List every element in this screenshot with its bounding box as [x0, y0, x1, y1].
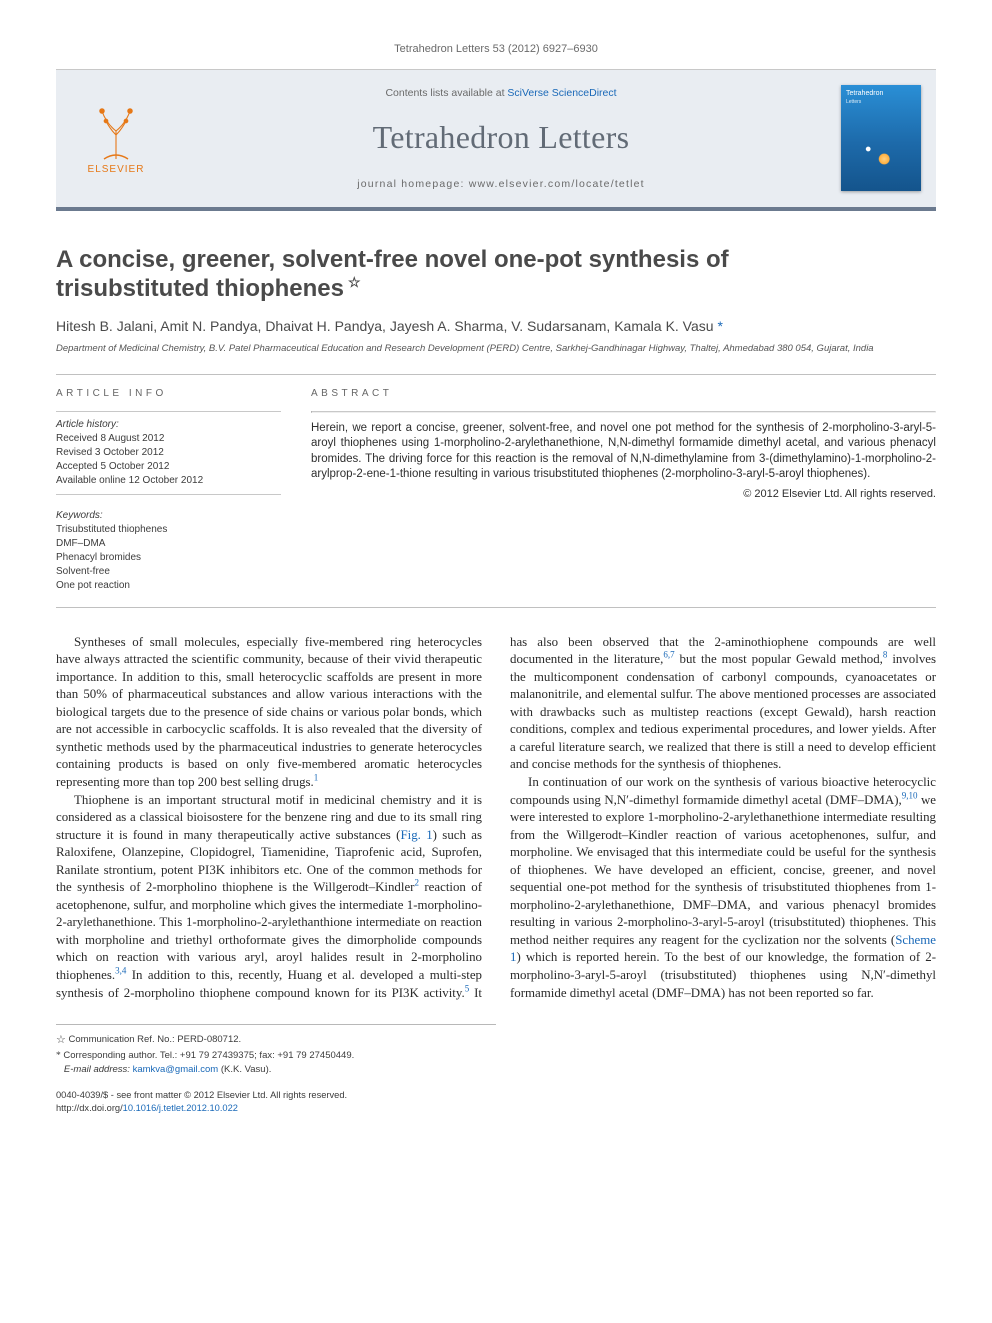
footnote-email: E-mail address: kamkva@gmail.com (K.K. V… [56, 1063, 496, 1077]
ref-link-3-4[interactable]: 3,4 [115, 966, 126, 976]
journal-name: Tetrahedron Letters [373, 116, 630, 159]
abstract-head: ABSTRACT [311, 387, 936, 401]
contents-prefix: Contents lists available at [385, 87, 507, 99]
publisher-logo-block: ELSEVIER [56, 70, 176, 207]
footnote-communication: ☆ Communication Ref. No.: PERD-080712. [56, 1032, 496, 1049]
ref-link-6-7[interactable]: 6,7 [663, 650, 674, 660]
corresponding-author-link[interactable]: * [717, 318, 722, 334]
abstract-column: ABSTRACT Herein, we report a concise, gr… [311, 383, 936, 593]
abstract-copyright: © 2012 Elsevier Ltd. All rights reserved… [311, 487, 936, 502]
asterisk-icon: * [56, 1051, 61, 1061]
body-paragraph-3: In continuation of our work on the synth… [510, 774, 936, 1002]
author-list: Hitesh B. Jalani, Amit N. Pandya, Dhaiva… [56, 318, 717, 334]
info-divider-1 [56, 411, 281, 412]
homepage-url: www.elsevier.com/locate/tetlet [469, 178, 645, 190]
title-line-2: trisubstituted thiophenes [56, 275, 344, 302]
doi-link[interactable]: 10.1016/j.tetlet.2012.10.022 [123, 1103, 238, 1113]
body-two-columns: Syntheses of small molecules, especially… [56, 634, 936, 1002]
cover-title: Tetrahedron [841, 85, 921, 98]
keyword-1: Trisubstituted thiophenes [56, 523, 281, 537]
article-title: A concise, greener, solvent-free novel o… [56, 245, 936, 304]
ref-link-9-10[interactable]: 9,10 [902, 790, 918, 800]
history-revised: Revised 3 October 2012 [56, 446, 281, 460]
header-band: ELSEVIER Contents lists available at Sci… [56, 69, 936, 211]
front-matter-line: 0040-4039/$ - see front matter © 2012 El… [56, 1089, 347, 1102]
title-footnote-symbol: ☆ [348, 274, 361, 290]
keyword-2: DMF–DMA [56, 537, 281, 551]
history-received: Received 8 August 2012 [56, 432, 281, 446]
keyword-4: Solvent-free [56, 565, 281, 579]
p3b: we were interested to explore 1-morpholi… [510, 793, 936, 947]
keyword-5: One pot reaction [56, 579, 281, 593]
history-accepted: Accepted 5 October 2012 [56, 460, 281, 474]
article-info-block: Article history: Received 8 August 2012 … [56, 411, 281, 593]
email-tail: (K.K. Vasu). [218, 1064, 271, 1075]
cover-graphic-icon [849, 137, 913, 177]
journal-cover-block: Tetrahedron Letters [826, 70, 936, 207]
doi-prefix: http://dx.doi.org/ [56, 1103, 123, 1113]
footnote-corresponding: * Corresponding author. Tel.: +91 79 274… [56, 1049, 496, 1063]
homepage-prefix: journal homepage: [357, 178, 469, 190]
sciencedirect-link[interactable]: SciVerse ScienceDirect [507, 87, 616, 99]
divider-body [56, 607, 936, 608]
article-info-head: ARTICLE INFO [56, 387, 281, 401]
info-abstract-row: ARTICLE INFO Article history: Received 8… [56, 383, 936, 593]
journal-homepage-line: journal homepage: www.elsevier.com/locat… [357, 177, 645, 191]
history-label: Article history: [56, 418, 281, 432]
footnotes-block: ☆ Communication Ref. No.: PERD-080712. *… [56, 1024, 496, 1077]
doi-line: http://dx.doi.org/10.1016/j.tetlet.2012.… [56, 1102, 347, 1115]
article-title-block: A concise, greener, solvent-free novel o… [56, 245, 936, 304]
cover-subtitle: Letters [841, 98, 921, 107]
ref-link-1[interactable]: 1 [314, 773, 319, 783]
history-online: Available online 12 October 2012 [56, 474, 281, 488]
fig1-link[interactable]: Fig. 1 [400, 828, 432, 842]
abstract-divider [311, 411, 936, 413]
footnote-comm-text: Communication Ref. No.: PERD-080712. [69, 1034, 242, 1045]
authors-line: Hitesh B. Jalani, Amit N. Pandya, Dhaiva… [56, 317, 936, 336]
article-info-column: ARTICLE INFO Article history: Received 8… [56, 383, 281, 593]
keywords-label: Keywords: [56, 509, 281, 523]
bottom-bar: 0040-4039/$ - see front matter © 2012 El… [56, 1089, 936, 1114]
p3c: ) which is reported herein. To the best … [510, 950, 936, 999]
citation-line: Tetrahedron Letters 53 (2012) 6927–6930 [56, 42, 936, 57]
journal-cover-icon: Tetrahedron Letters [841, 85, 921, 191]
divider-top [56, 374, 936, 375]
header-center: Contents lists available at SciVerse Sci… [176, 70, 826, 207]
p3a: In continuation of our work on the synth… [510, 775, 936, 807]
p2g: involves the multicomponent condensation… [510, 652, 936, 771]
p2f: but the most popular Gewald method, [675, 652, 883, 666]
email-label: E-mail address: [64, 1064, 130, 1075]
p1-text: Syntheses of small molecules, especially… [56, 635, 482, 789]
body-paragraph-1: Syntheses of small molecules, especially… [56, 634, 482, 792]
keyword-3: Phenacyl bromides [56, 551, 281, 565]
abstract-text: Herein, we report a concise, greener, so… [311, 421, 936, 483]
bottom-left: 0040-4039/$ - see front matter © 2012 El… [56, 1089, 347, 1114]
elsevier-tree-icon [88, 101, 144, 161]
elsevier-label: ELSEVIER [88, 163, 145, 177]
info-divider-2 [56, 494, 281, 495]
title-line-1: A concise, greener, solvent-free novel o… [56, 246, 729, 273]
footnote-corr-text: Corresponding author. Tel.: +91 79 27439… [63, 1050, 354, 1061]
contents-available-line: Contents lists available at SciVerse Sci… [385, 86, 616, 100]
affiliation: Department of Medicinal Chemistry, B.V. … [56, 343, 936, 356]
star-icon: ☆ [56, 1034, 66, 1046]
email-link[interactable]: kamkva@gmail.com [133, 1064, 219, 1075]
